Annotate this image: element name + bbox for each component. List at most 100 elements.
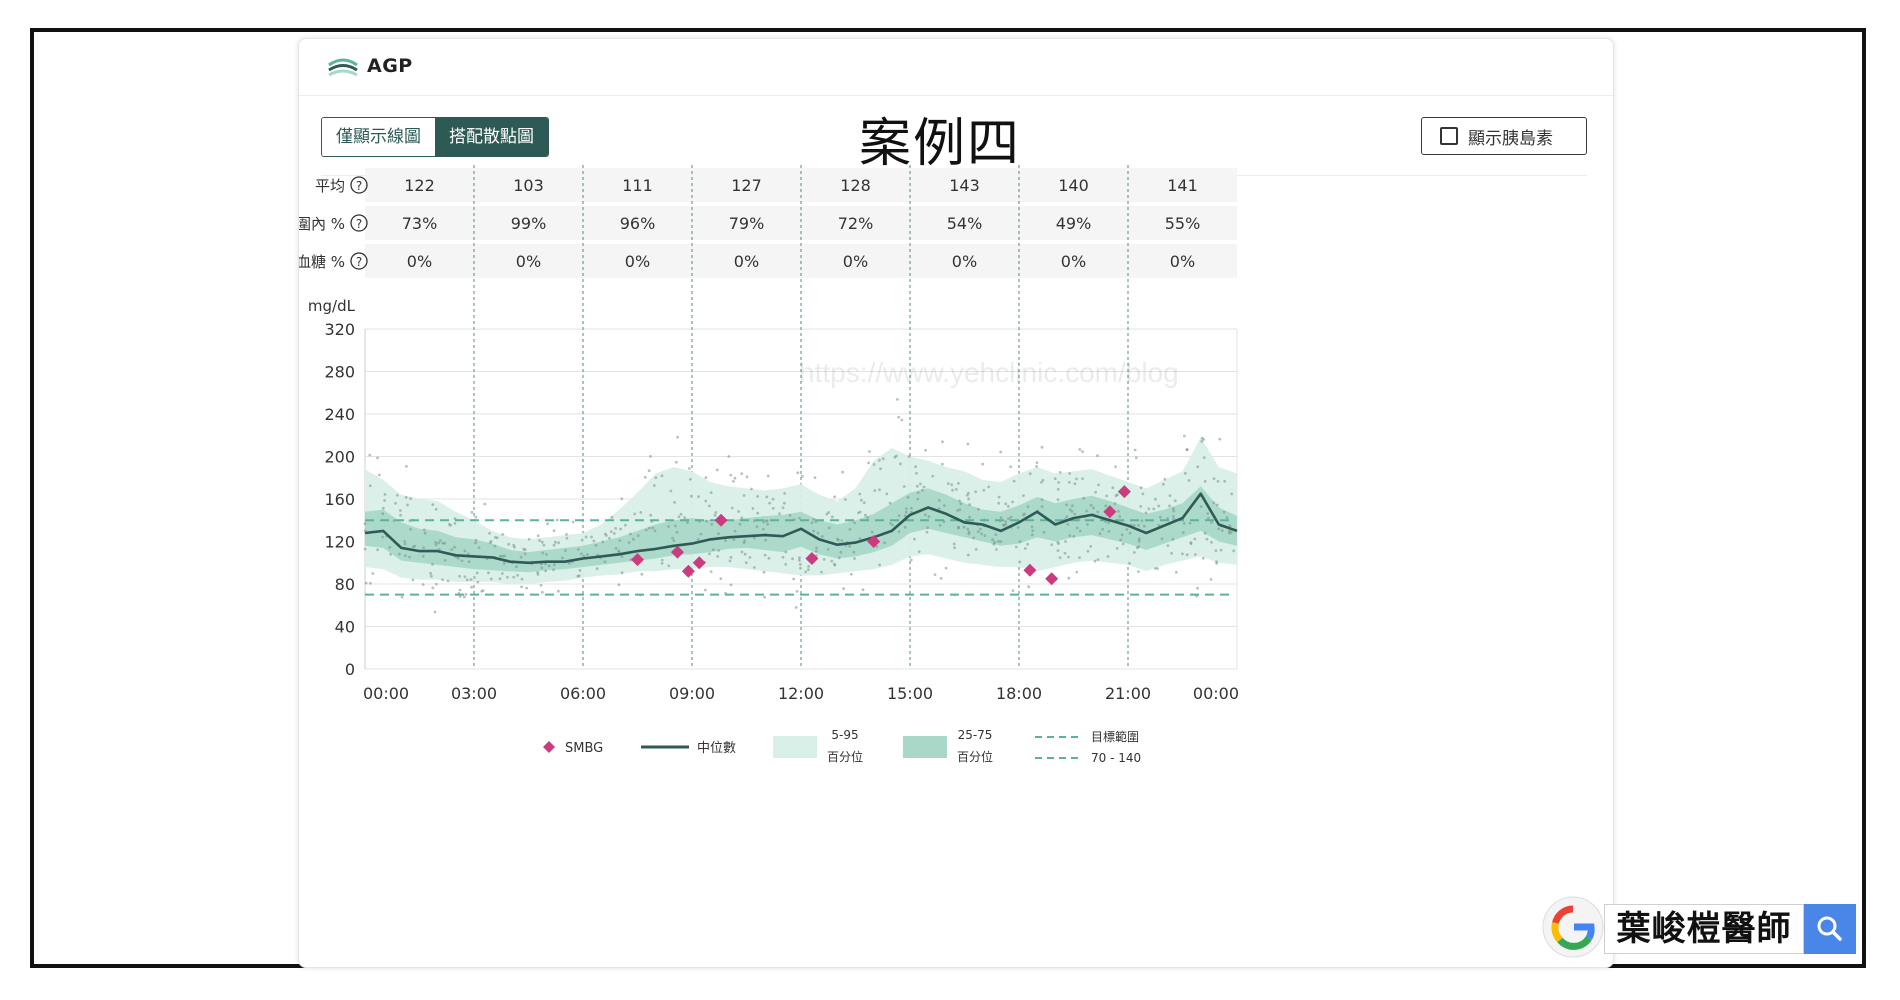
cgm-point xyxy=(755,525,759,528)
cgm-point xyxy=(951,488,954,492)
cgm-point xyxy=(827,526,831,530)
cgm-point xyxy=(976,530,980,534)
cgm-point xyxy=(476,580,480,584)
cgm-point xyxy=(765,519,769,523)
cgm-point xyxy=(489,577,493,581)
cgm-point xyxy=(902,485,906,488)
cgm-point xyxy=(552,529,556,532)
stats-cell: 49% xyxy=(1056,214,1092,233)
brand-search-badge[interactable]: 葉峻榿醫師 xyxy=(1542,896,1860,960)
cgm-point xyxy=(974,547,978,551)
y-tick-label: 40 xyxy=(335,618,355,637)
cgm-point xyxy=(473,576,476,579)
stats-cell: 103 xyxy=(513,176,544,195)
cgm-point xyxy=(389,553,392,556)
cgm-point xyxy=(1188,521,1192,525)
cgm-point xyxy=(465,578,469,582)
search-icon xyxy=(1817,916,1842,941)
y-tick-label: 80 xyxy=(335,575,355,594)
cgm-point xyxy=(1070,510,1074,513)
cgm-point xyxy=(1133,448,1137,452)
x-tick-label: 00:00 xyxy=(363,684,409,703)
cgm-point xyxy=(798,563,802,566)
cgm-point xyxy=(761,527,765,531)
line-only-button[interactable]: 僅顯示線圖 xyxy=(322,118,435,156)
cgm-point xyxy=(1030,525,1034,529)
cgm-point xyxy=(617,550,621,554)
cgm-point xyxy=(1075,526,1079,530)
cgm-point xyxy=(1171,537,1175,541)
cgm-point xyxy=(795,590,799,593)
cgm-point xyxy=(1140,519,1144,523)
cgm-point xyxy=(502,562,506,565)
cgm-point xyxy=(799,566,802,570)
cgm-point xyxy=(519,555,523,559)
help-icon-glyph: ? xyxy=(356,179,362,193)
search-button[interactable] xyxy=(1804,904,1856,954)
cgm-point xyxy=(1035,465,1038,468)
cgm-point xyxy=(1183,434,1186,438)
cgm-point xyxy=(704,588,707,592)
cgm-point xyxy=(796,471,800,475)
cgm-point xyxy=(1057,542,1060,545)
cgm-point xyxy=(696,538,700,541)
cgm-point xyxy=(477,546,481,550)
cgm-point xyxy=(728,559,732,563)
cgm-point xyxy=(899,462,902,466)
insulin-checkbox[interactable] xyxy=(1440,127,1458,145)
cgm-point xyxy=(1078,556,1081,559)
cgm-point xyxy=(493,536,497,539)
cgm-point xyxy=(860,498,863,502)
cgm-point xyxy=(1119,538,1122,542)
x-tick-label: 03:00 xyxy=(451,684,497,703)
cgm-point xyxy=(653,529,657,533)
cgm-point xyxy=(784,550,788,554)
cgm-point xyxy=(848,527,852,531)
cgm-point xyxy=(883,541,886,545)
stats-cell: 99% xyxy=(511,214,547,233)
cgm-point xyxy=(798,556,801,560)
cgm-point xyxy=(922,485,926,489)
cgm-point xyxy=(717,549,721,552)
cgm-point xyxy=(995,548,998,551)
cgm-point xyxy=(833,495,837,499)
cgm-point xyxy=(660,562,664,565)
cgm-point xyxy=(978,527,982,531)
cgm-point xyxy=(640,572,644,576)
cgm-point xyxy=(1040,481,1043,484)
x-tick-label: 15:00 xyxy=(887,684,933,703)
cgm-point xyxy=(997,495,1001,499)
smbg-point xyxy=(867,535,881,548)
cgm-point xyxy=(713,513,717,517)
cgm-point xyxy=(1107,530,1111,533)
cgm-point xyxy=(853,557,856,560)
cgm-point xyxy=(756,495,759,498)
cgm-point xyxy=(1228,529,1231,533)
cgm-point xyxy=(791,557,794,561)
cgm-point xyxy=(467,560,471,564)
cgm-point xyxy=(868,450,871,453)
cgm-point xyxy=(889,522,892,525)
cgm-point xyxy=(669,489,673,493)
cgm-point xyxy=(1210,540,1213,544)
stats-cell: 0% xyxy=(952,252,977,271)
cgm-point xyxy=(762,520,765,524)
cgm-point xyxy=(1166,517,1169,520)
cgm-point xyxy=(464,593,468,596)
show-insulin-toggle[interactable]: 顯示胰島素 xyxy=(1421,117,1587,155)
cgm-point xyxy=(752,566,756,569)
with-scatter-button[interactable]: 搭配散點圖 xyxy=(435,118,548,156)
cgm-point xyxy=(388,546,392,549)
cgm-point xyxy=(1068,508,1072,512)
cgm-point xyxy=(756,511,760,515)
cgm-point xyxy=(394,501,397,505)
cgm-point xyxy=(1196,465,1200,469)
y-axis-label: mg/dL xyxy=(308,297,356,315)
cgm-point xyxy=(458,595,462,598)
cgm-point xyxy=(483,502,487,506)
cgm-point xyxy=(981,462,985,466)
stats-cell: 72% xyxy=(838,214,874,233)
cgm-point xyxy=(1067,555,1070,559)
cgm-point xyxy=(433,610,437,614)
cgm-point xyxy=(660,558,664,562)
